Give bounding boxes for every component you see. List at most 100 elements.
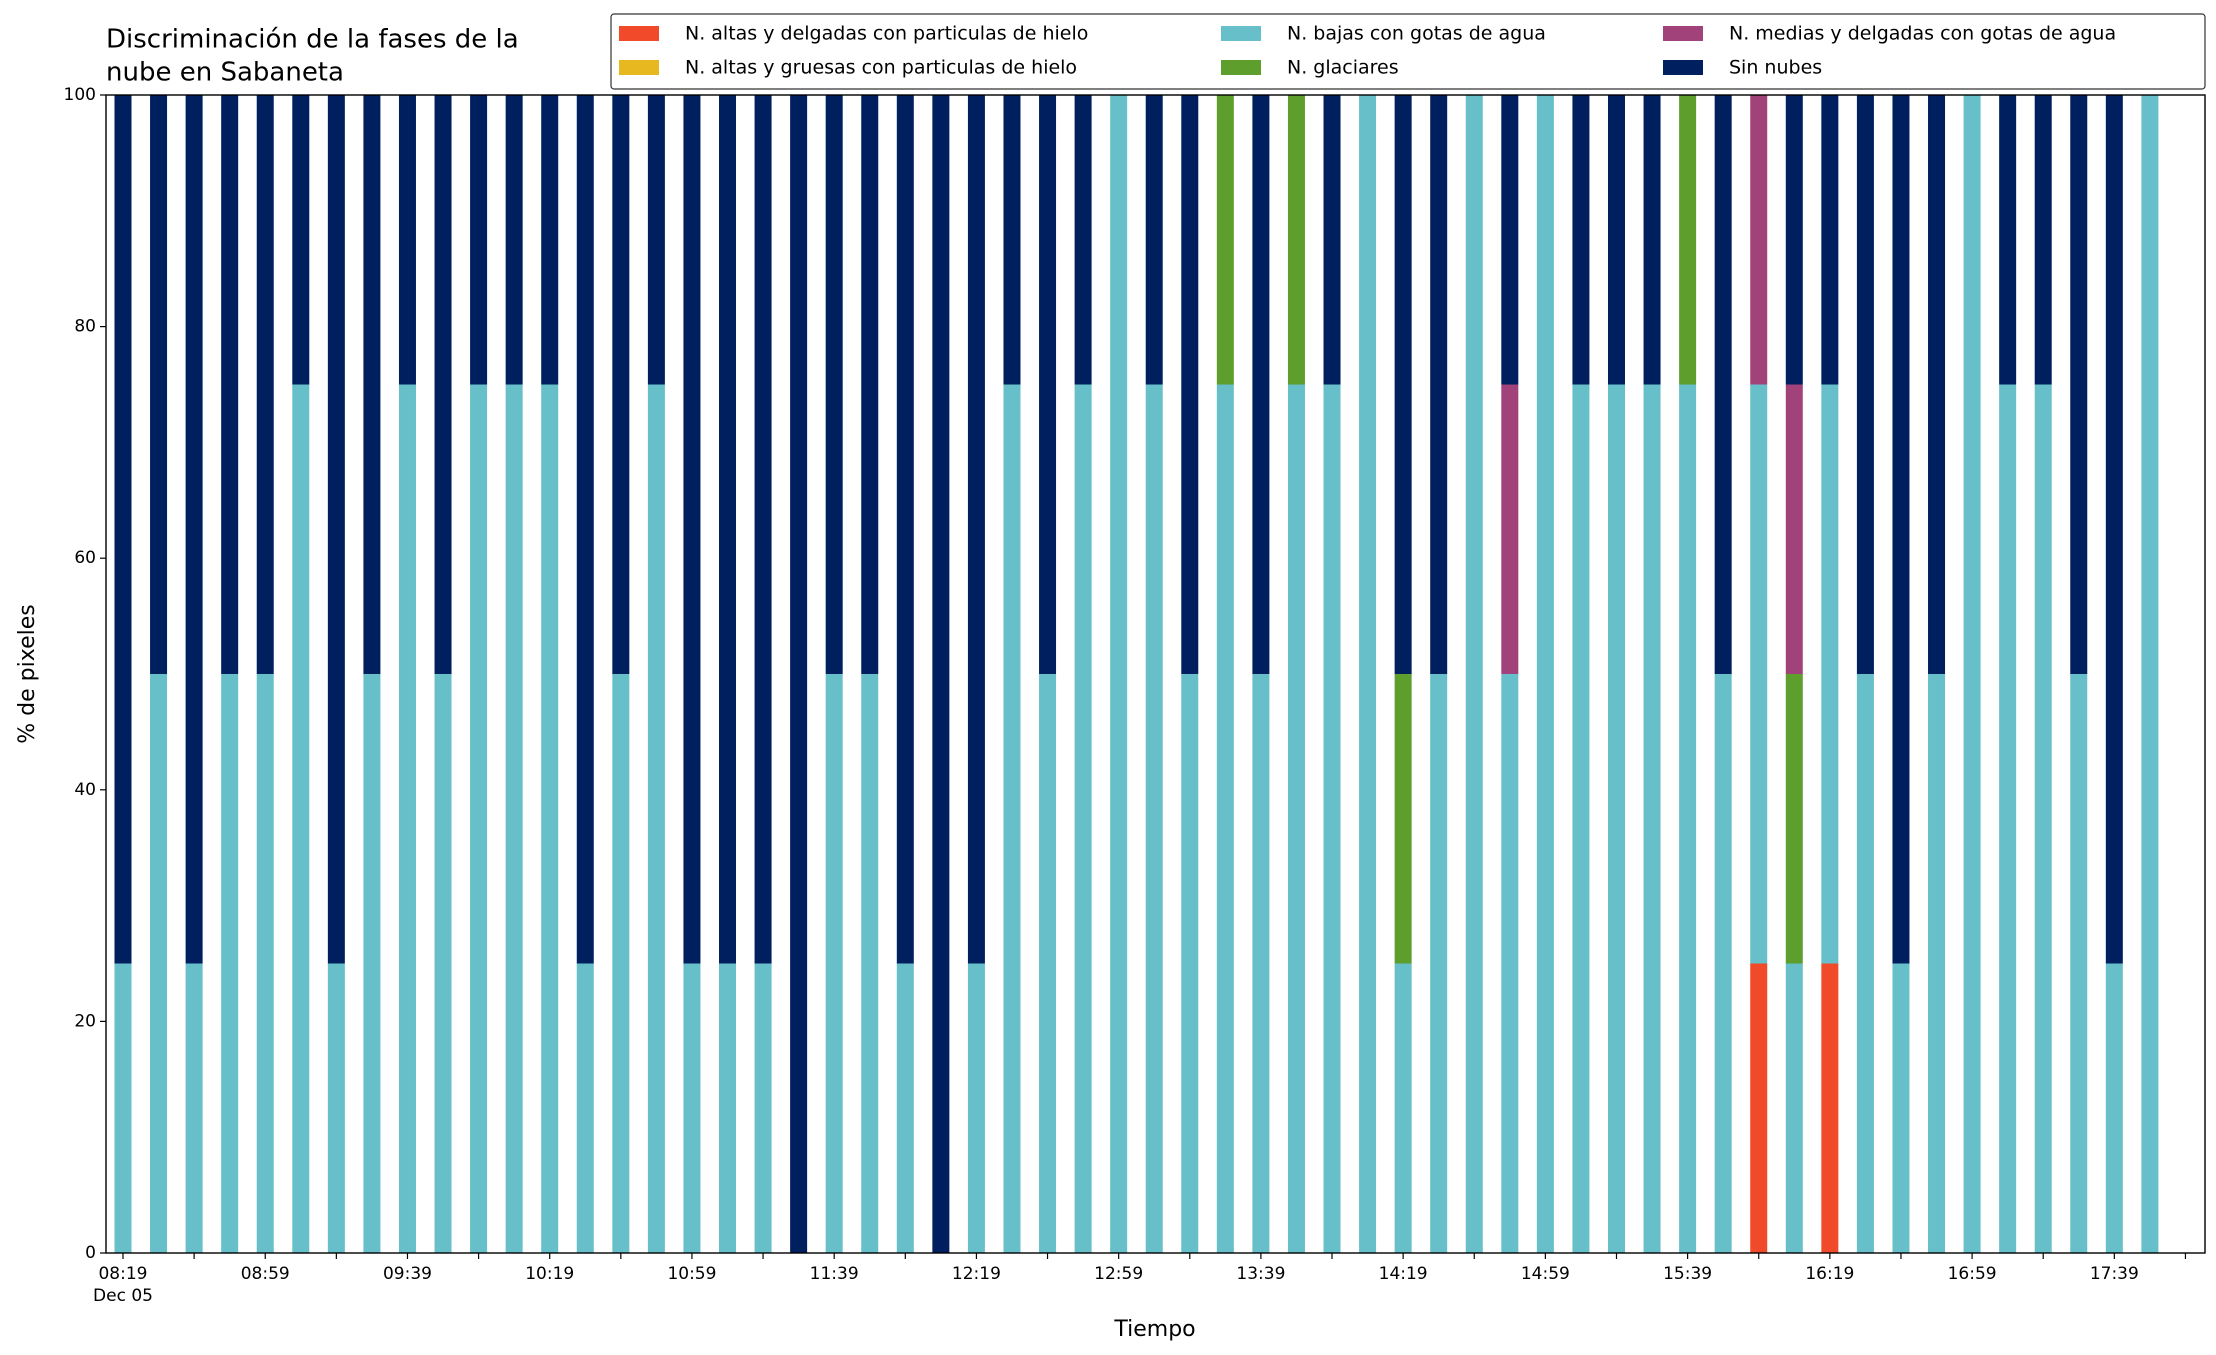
bar-segment [1359, 95, 1377, 1253]
bar-segment [114, 963, 132, 1253]
bar-segment [1821, 963, 1839, 1253]
chart-title: nube en Sabaneta [106, 58, 344, 88]
bar-segment [647, 95, 665, 385]
x-date-label: Dec 05 [93, 1286, 153, 1306]
bar-segment [1323, 384, 1341, 1253]
bar-segment [1928, 674, 1946, 1253]
legend-label: N. altas y delgadas con particulas de hi… [685, 23, 1088, 45]
bar-segment [256, 95, 274, 674]
bar-segment [434, 95, 452, 674]
bar-segment [1252, 95, 1270, 674]
chart-title: Discriminación de la fases de la [106, 25, 519, 55]
bar-segment [754, 963, 772, 1253]
x-axis-label: Tiempo [1113, 1317, 1195, 1342]
x-tick-label: 17:39 [2090, 1264, 2139, 1284]
bar-segment [2034, 384, 2052, 1253]
bar-segment [398, 95, 416, 385]
legend-label: N. medias y delgadas con gotas de agua [1729, 23, 2116, 45]
bar-segment [1892, 963, 1910, 1253]
bar-segment [1394, 963, 1412, 1253]
bar-segment [2070, 674, 2088, 1253]
x-tick-label: 16:59 [1948, 1264, 1997, 1284]
bar-segment [825, 674, 843, 1253]
bar-segment [896, 95, 914, 964]
bar-segment [1928, 95, 1946, 674]
bar-segment [967, 963, 985, 1253]
bar-segment [185, 95, 203, 964]
x-tick-label: 10:19 [525, 1264, 574, 1284]
bar-segment [1216, 95, 1234, 385]
bar-segment [1821, 95, 1839, 385]
bar-segment [1785, 963, 1803, 1253]
bar-segment [1501, 95, 1519, 385]
bar-segment [1003, 384, 1021, 1253]
bar-segment [1252, 674, 1270, 1253]
y-tick-label: 20 [74, 1011, 96, 1031]
bar-segment [861, 674, 879, 1253]
bar-segment [1679, 384, 1697, 1253]
bar-segment [861, 95, 879, 674]
x-tick-label: 08:19 [98, 1264, 147, 1284]
bar-segment [470, 95, 488, 385]
y-tick-label: 0 [85, 1243, 96, 1263]
bar-segment [292, 384, 310, 1253]
bar-segment [1145, 384, 1163, 1253]
bar-segment [1714, 674, 1732, 1253]
bar-segment [1430, 674, 1448, 1253]
bar-segment [398, 384, 416, 1253]
bar-segment [114, 95, 132, 964]
bar-segment [1821, 384, 1839, 964]
bar-segment [1039, 674, 1057, 1253]
legend-swatch [1221, 60, 1261, 75]
bar-segment [825, 95, 843, 674]
bar-segment [1607, 384, 1625, 1253]
bar-segment [2105, 963, 2123, 1253]
plot-frame [105, 94, 2206, 1254]
x-tick-label: 11:39 [810, 1264, 859, 1284]
bar-segment [185, 963, 203, 1253]
bar-segment [612, 95, 630, 674]
bar-segment [612, 674, 630, 1253]
bar-segment [790, 95, 808, 1253]
bar-segment [1714, 95, 1732, 674]
bar-segment [2070, 95, 2088, 674]
bar-segment [1785, 384, 1803, 674]
legend-swatch [619, 60, 659, 75]
bar-segment [1643, 95, 1661, 385]
bar-segment [1999, 95, 2017, 385]
legend-label: Sin nubes [1729, 57, 1822, 79]
bar-segment [1572, 384, 1590, 1253]
y-axis-label: % de pixeles [15, 604, 40, 743]
bar-segment [1892, 95, 1910, 964]
x-tick-label: 14:19 [1379, 1264, 1428, 1284]
bar-segment [932, 95, 950, 1253]
bar-segment [1145, 95, 1163, 385]
bar-segment [1181, 674, 1199, 1253]
y-tick-label: 60 [74, 548, 96, 568]
x-tick-label: 12:19 [952, 1264, 1001, 1284]
bar-segment [1287, 95, 1305, 385]
bar-segment [1999, 384, 2017, 1253]
bar-segment [327, 963, 345, 1253]
bar-segment [719, 95, 737, 964]
bar-segment [1074, 384, 1092, 1253]
bar-segment [1216, 384, 1234, 1253]
bar-segment [967, 95, 985, 964]
bar-segment [1679, 95, 1697, 385]
x-tick-label: 12:59 [1094, 1264, 1143, 1284]
y-tick-label: 40 [74, 780, 96, 800]
x-tick-label: 16:19 [1805, 1264, 1854, 1284]
x-tick-label: 15:39 [1663, 1264, 1712, 1284]
bar-segment [1643, 384, 1661, 1253]
bar-segment [1785, 674, 1803, 964]
bar-segment [1963, 95, 1981, 1253]
bar-segment [1287, 384, 1305, 1253]
bar-segment [2034, 95, 2052, 385]
bar-segment [541, 95, 559, 385]
x-tick-label: 09:39 [383, 1264, 432, 1284]
bar-segment [754, 95, 772, 964]
bar-segment [221, 674, 239, 1253]
x-tick-label: 10:59 [667, 1264, 716, 1284]
bar-segment [470, 384, 488, 1253]
